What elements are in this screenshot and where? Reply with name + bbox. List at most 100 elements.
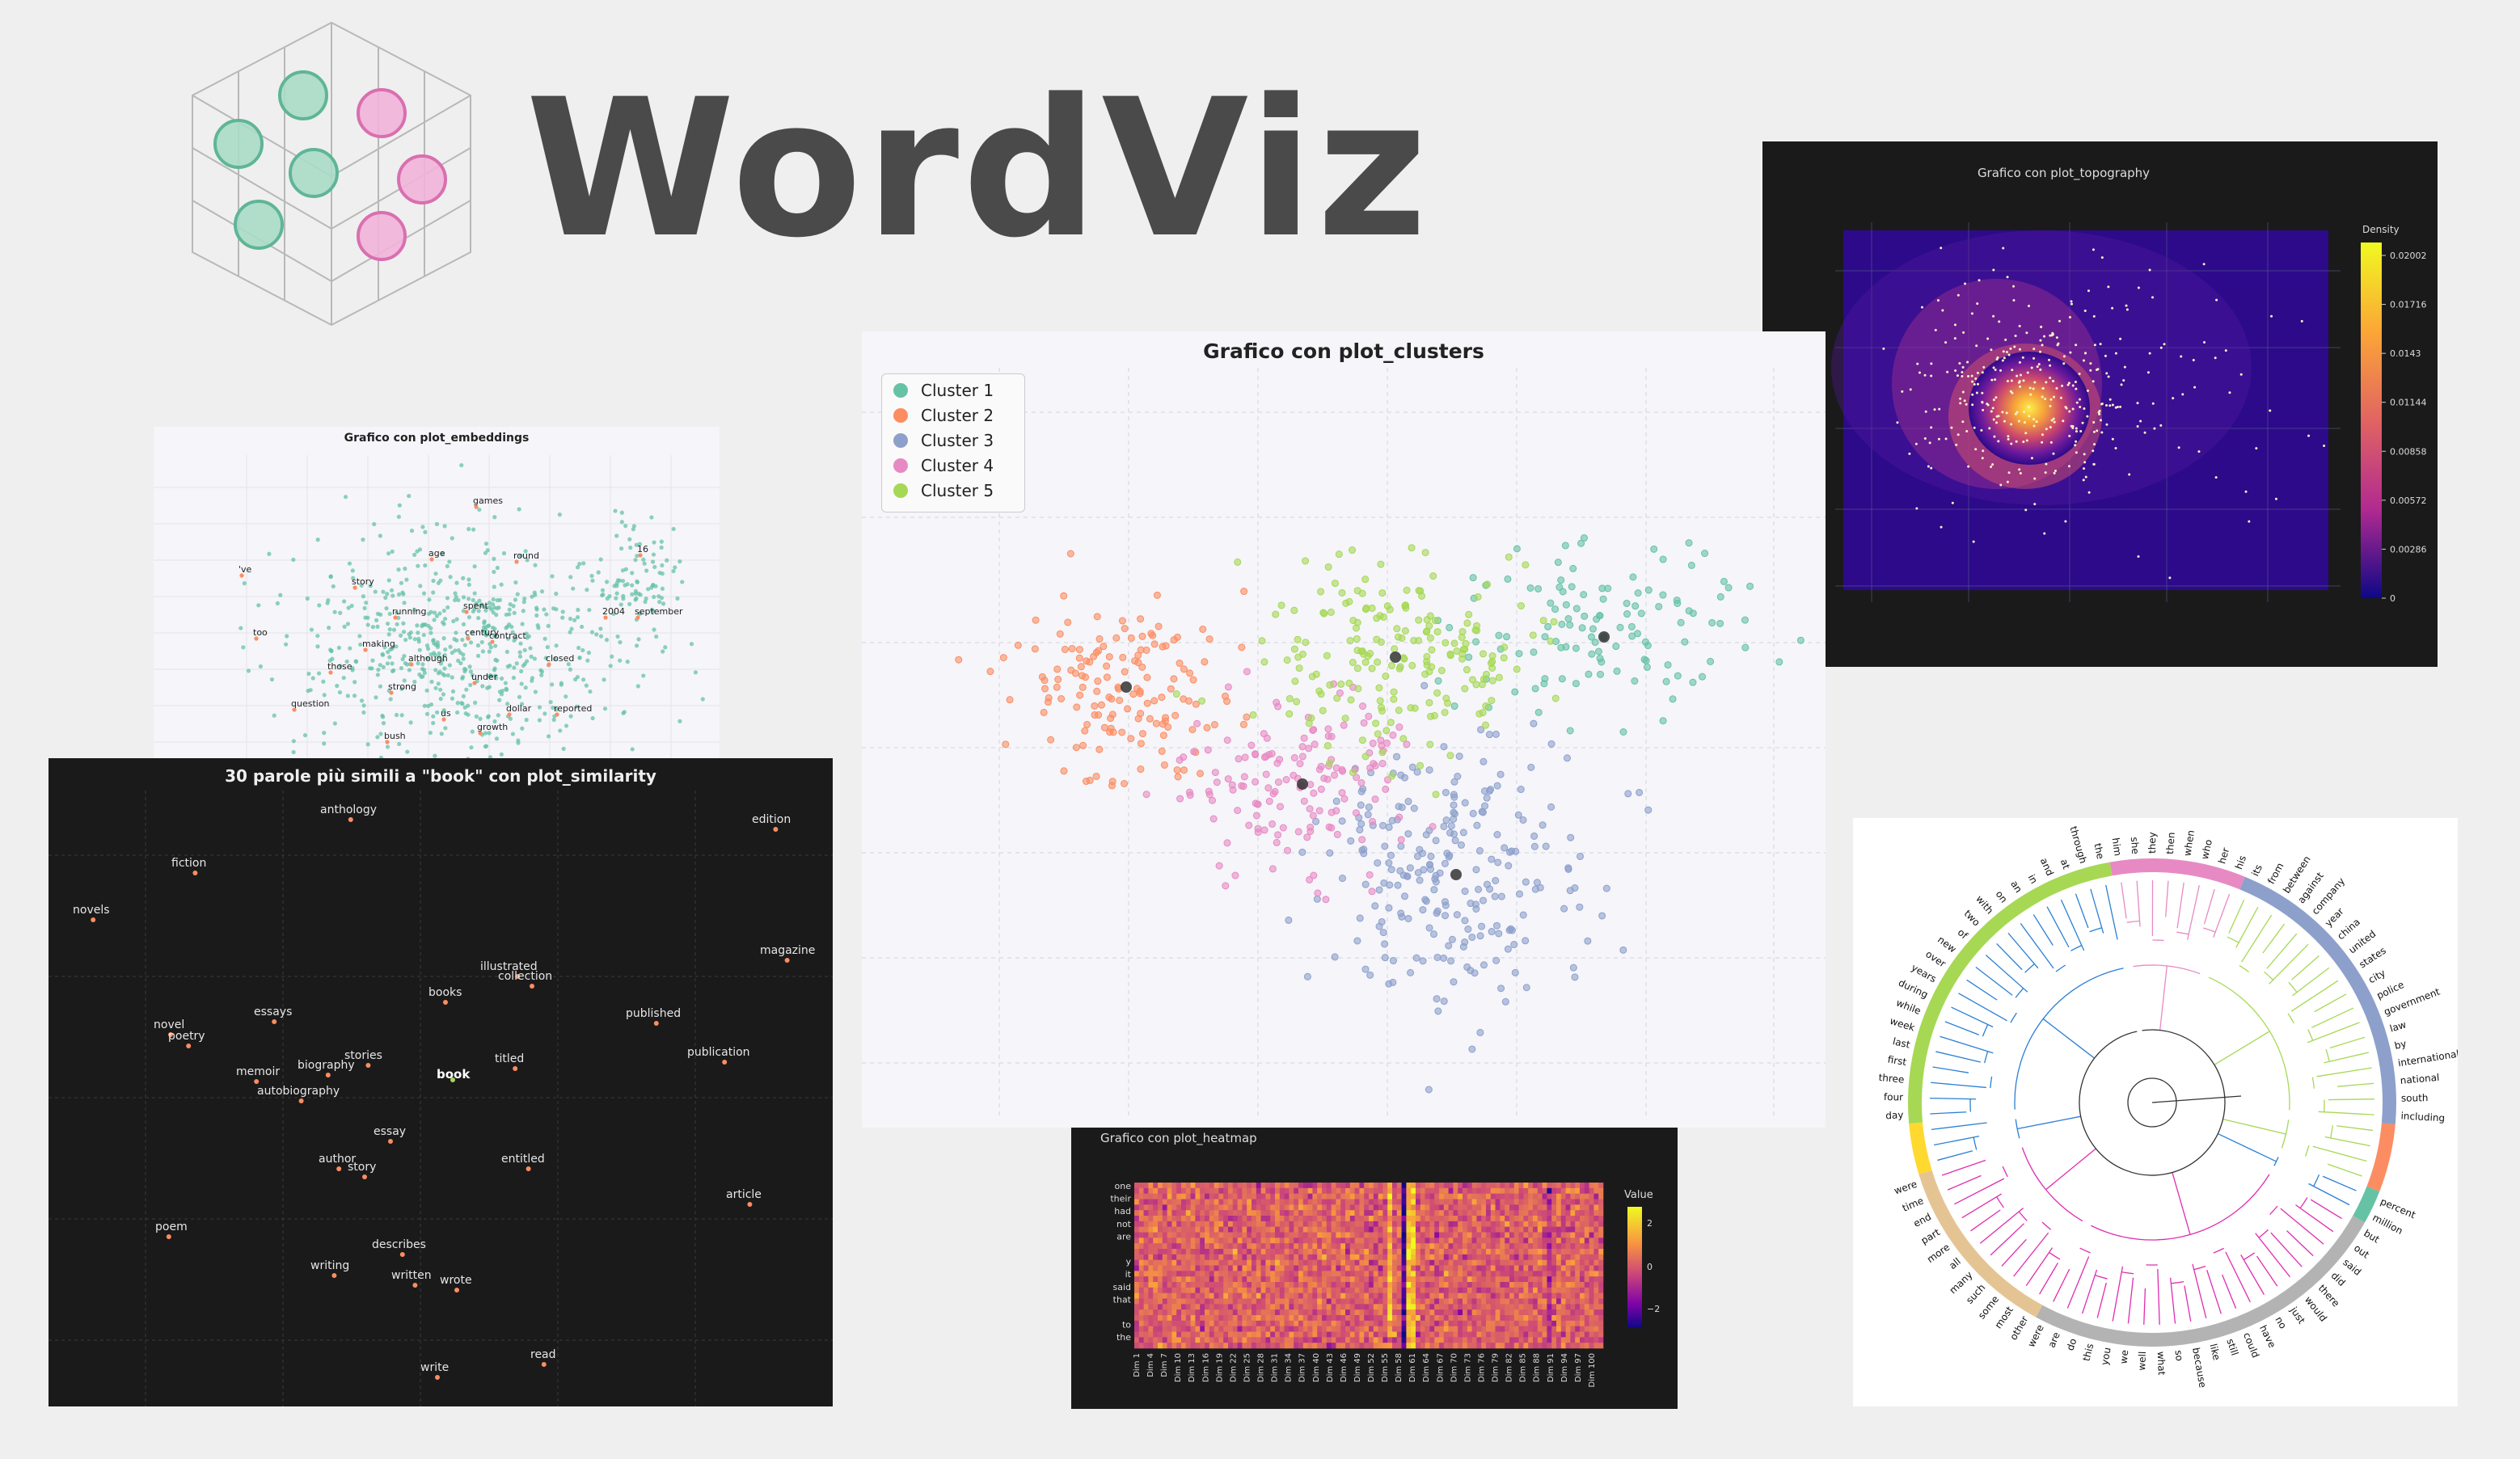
- heatmap-cell: [1542, 1193, 1547, 1200]
- cluster-point: [1504, 945, 1512, 953]
- cluster-point: [1378, 589, 1387, 597]
- heatmap-cell: [1387, 1287, 1393, 1293]
- embedding-point: [405, 749, 410, 754]
- word-point: [472, 681, 477, 685]
- heatmap-cell: [1185, 1292, 1191, 1299]
- heatmap-cell: [1575, 1226, 1581, 1233]
- embedding-point: [458, 660, 463, 666]
- legend-item-cluster-4[interactable]: Cluster 4: [893, 453, 1024, 478]
- heatmap-cell: [1209, 1326, 1214, 1332]
- heatmap-cell: [1373, 1193, 1378, 1200]
- heatmap-cell: [1392, 1193, 1398, 1200]
- cluster-point: [1137, 615, 1145, 623]
- heatmap-cell: [1185, 1309, 1191, 1316]
- embedding-point: [438, 661, 444, 666]
- heatmap-cell: [1232, 1343, 1238, 1349]
- heatmap-cell: [1434, 1183, 1440, 1189]
- cluster-point: [1512, 847, 1520, 855]
- heatmap-cell: [1528, 1199, 1534, 1205]
- cluster-point: [1432, 837, 1440, 845]
- heatmap-cell: [1369, 1221, 1374, 1227]
- heatmap-cell: [1345, 1204, 1351, 1211]
- heatmap-cell: [1279, 1265, 1285, 1271]
- heatmap-cell: [1509, 1298, 1515, 1305]
- cluster-point: [1238, 782, 1246, 790]
- data-point: [2153, 427, 2156, 430]
- embedding-point: [528, 646, 533, 651]
- legend-item-cluster-5[interactable]: Cluster 5: [893, 478, 1024, 503]
- heatmap-cell: [1513, 1226, 1519, 1233]
- cluster-point: [1361, 605, 1370, 614]
- heatmap-cell: [1495, 1282, 1501, 1288]
- heatmap-cell: [1228, 1320, 1234, 1326]
- data-point: [2114, 446, 2117, 449]
- heatmap-cell: [1401, 1238, 1407, 1244]
- data-point: [2092, 462, 2096, 466]
- heatmap-cell: [1429, 1292, 1435, 1299]
- cluster-point: [1378, 760, 1387, 768]
- heatmap-cell: [1279, 1259, 1285, 1266]
- heatmap-cell: [1513, 1259, 1519, 1266]
- heatmap-cell: [1218, 1265, 1224, 1271]
- heatmap-cell: [1453, 1309, 1458, 1316]
- data-point: [2107, 285, 2110, 289]
- heatmap-cell: [1270, 1282, 1276, 1288]
- heatmap-cell: [1448, 1326, 1454, 1332]
- heatmap-cell: [1218, 1193, 1224, 1200]
- heatmap-cell: [1420, 1210, 1425, 1217]
- embedding-point: [450, 536, 454, 541]
- cluster-point: [1374, 730, 1382, 738]
- heatmap-cell: [1406, 1331, 1412, 1338]
- heatmap-cell: [1458, 1292, 1463, 1299]
- cluster-point: [1551, 694, 1560, 702]
- heatmap-cell: [1228, 1304, 1234, 1310]
- embedding-point: [680, 580, 685, 584]
- data-point: [2137, 286, 2140, 289]
- word-label: september: [635, 606, 683, 617]
- heatmap-cell: [1463, 1193, 1468, 1200]
- embedding-point: [467, 664, 472, 669]
- heatmap-cell: [1270, 1331, 1276, 1338]
- legend-item-cluster-2[interactable]: Cluster 2: [893, 403, 1024, 428]
- data-point: [2119, 405, 2122, 408]
- heatmap-cell: [1420, 1320, 1425, 1326]
- heatmap-cell: [1425, 1271, 1430, 1277]
- word-label: 0.0143: [2390, 348, 2421, 359]
- heatmap-cell: [1458, 1249, 1463, 1255]
- heatmap-cell: [1275, 1326, 1281, 1332]
- heatmap-cell: [1340, 1326, 1346, 1332]
- legend-item-cluster-1[interactable]: Cluster 1: [893, 377, 1024, 403]
- heatmap-cell: [1336, 1187, 1341, 1194]
- heatmap-cell: [1252, 1309, 1257, 1316]
- heatmap-cell: [1481, 1298, 1487, 1305]
- heatmap-cell: [1209, 1204, 1214, 1211]
- legend-item-cluster-3[interactable]: Cluster 3: [893, 428, 1024, 453]
- heatmap-cell: [1560, 1271, 1566, 1277]
- heatmap-cell: [1312, 1199, 1318, 1205]
- heatmap-cell: [1537, 1265, 1543, 1271]
- heatmap-cell: [1195, 1243, 1201, 1250]
- heatmap-cell: [1162, 1216, 1167, 1222]
- heatmap-cell: [1218, 1243, 1224, 1250]
- cluster-point: [1160, 761, 1168, 769]
- heatmap-cell: [1275, 1304, 1281, 1310]
- cluster-point: [1566, 621, 1574, 629]
- cluster-point: [1724, 584, 1733, 592]
- heatmap-cell: [1317, 1265, 1323, 1271]
- heatmap-cell: [1205, 1238, 1210, 1244]
- cluster-point: [1279, 824, 1287, 832]
- heatmap-cell: [1580, 1238, 1585, 1244]
- embedding-point: [317, 603, 322, 608]
- heatmap-cell: [1158, 1265, 1163, 1271]
- heatmap-cell: [1265, 1238, 1271, 1244]
- heatmap-cell: [1209, 1271, 1214, 1277]
- cluster-point: [1323, 775, 1332, 783]
- heatmap-cell: [1223, 1210, 1229, 1217]
- heatmap-cell: [1260, 1326, 1266, 1332]
- heatmap-cell: [1560, 1193, 1566, 1200]
- cluster-point: [1373, 635, 1381, 643]
- heatmap-cell: [1181, 1183, 1187, 1189]
- cluster-point: [1581, 612, 1589, 620]
- heatmap-cell: [1247, 1238, 1252, 1244]
- heatmap-cell: [1307, 1292, 1313, 1299]
